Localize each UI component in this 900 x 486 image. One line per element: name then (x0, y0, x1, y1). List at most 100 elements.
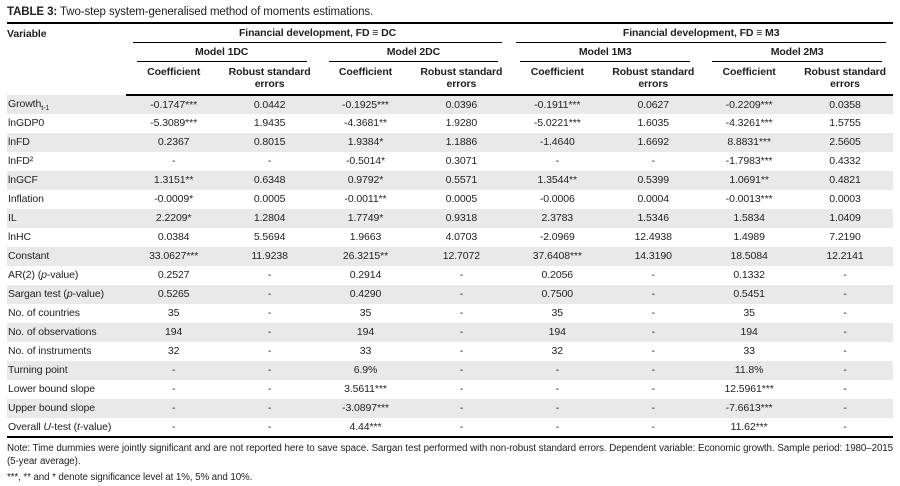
value-cell: - (459, 345, 464, 357)
estimations-table: Variable Financial development, FD ≡ DC … (7, 22, 893, 438)
subheader-coefficient: Coefficient (125, 62, 222, 96)
value-cell: 1.2804 (253, 212, 286, 224)
subheader-robust-se: Robust standard errors (413, 62, 510, 96)
value-cell: - (171, 420, 176, 433)
table-row: Upper bound slope - - -3.0897*** - - - -7.6613*… (7, 399, 893, 418)
value-cell: -2.0969 (539, 231, 575, 243)
value-cell: 4.0703 (445, 231, 478, 243)
value-cell: 0.2367 (157, 136, 190, 148)
value-cell: - (459, 269, 464, 281)
value-cell: 0.5571 (445, 174, 478, 186)
subheader-robust-se: Robust standard errors (221, 62, 318, 96)
table-row: Constant 33.0627*** 11.9238 26.3215** 12.707… (7, 247, 893, 266)
value-cell: 0.9792* (347, 174, 384, 186)
value-cell: - (651, 364, 656, 376)
table-row: No. of countries 35 - 35 - 35 - 35 - (7, 304, 893, 323)
value-cell: 2.3783 (541, 212, 574, 224)
value-cell: 32 (551, 345, 564, 357)
value-cell: - (267, 326, 272, 338)
value-cell: - (843, 326, 847, 338)
value-cell: 194 (165, 326, 183, 338)
group-header-dc-label: Financial development, FD ≡ DC (132, 27, 503, 43)
value-cell: - (843, 269, 847, 281)
variable-cell: Growtht-1 (8, 98, 50, 113)
value-cell: -0.1747*** (150, 98, 198, 111)
table-row: Inflation -0.0009* 0.0005 -0.0011** 0.0005 -0… (7, 190, 893, 209)
subheader-robust-se: Robust standard errors (605, 62, 702, 96)
value-cell: - (459, 383, 464, 395)
value-cell: 32 (167, 345, 180, 357)
value-cell: 0.0384 (157, 231, 190, 243)
value-cell: 0.0627 (637, 98, 669, 111)
value-cell: - (267, 420, 272, 433)
subheader-robust-se: Robust standard errors (797, 62, 893, 96)
value-cell: 0.4290 (349, 288, 382, 300)
value-cell: - (459, 364, 464, 376)
value-cell: 194 (548, 326, 566, 338)
value-cell: 0.5399 (637, 174, 669, 186)
table-row: IL 2.2209* 1.2804 1.7749* 0.9318 2.3783 1.5346… (7, 209, 893, 228)
value-cell: 0.3071 (445, 155, 478, 167)
value-cell: 0.9318 (445, 212, 478, 224)
value-cell: 0.4821 (829, 174, 861, 186)
table-row: Sargan test (p-value) 0.5265 - 0.4290 - 0.750… (7, 285, 893, 304)
value-cell: 33.0627*** (149, 250, 199, 262)
value-cell: 194 (356, 326, 375, 338)
variable-cell: Upper bound slope (8, 402, 96, 414)
value-cell: 2.5605 (829, 136, 861, 148)
value-cell: 7.2190 (829, 231, 861, 243)
value-cell: - (171, 364, 176, 376)
value-cell: 12.5961*** (724, 383, 774, 395)
value-cell: - (651, 326, 656, 338)
value-cell: 1.9384* (347, 136, 384, 148)
value-cell: - (843, 307, 847, 319)
table-row: Lower bound slope - - 3.5611*** - - - 12.5961**… (7, 380, 893, 399)
value-cell: - (651, 269, 656, 281)
value-cell: 1.7749* (347, 212, 384, 224)
variable-cell: Lower bound slope (8, 383, 96, 395)
value-cell: 1.5346 (637, 212, 669, 224)
value-cell: - (267, 383, 272, 395)
variable-cell: Sargan test (p-value) (8, 288, 104, 300)
value-cell: - (171, 383, 176, 395)
value-cell: 0.6348 (253, 174, 286, 186)
value-cell: 11.8% (734, 364, 764, 376)
value-cell: -1.4640 (539, 136, 575, 148)
value-cell: - (555, 364, 560, 376)
value-cell: 6.9% (353, 364, 378, 376)
variable-cell: No. of instruments (8, 345, 92, 357)
table-row: Overall U-test (t-value) - - 4.44*** - - - 11.6… (7, 418, 893, 437)
table-row: lnFD 0.2367 0.8015 1.9384* 1.1886 -1.4640 1.66… (7, 133, 893, 152)
value-cell: 26.3215** (342, 250, 389, 262)
value-cell: 4.44*** (349, 420, 382, 433)
value-cell: - (651, 402, 656, 414)
value-cell: 0.7500 (541, 288, 574, 300)
value-cell: 5.5694 (253, 231, 286, 243)
value-cell: -5.3089*** (150, 117, 198, 129)
value-cell: 0.2527 (157, 269, 190, 281)
value-cell: 12.4938 (634, 231, 672, 243)
value-cell: -7.6613*** (725, 402, 773, 414)
value-cell: 0.0005 (445, 193, 478, 205)
model-header-1dc: Model 1DC (126, 43, 318, 62)
value-cell: 12.7072 (442, 250, 481, 262)
value-cell: - (651, 288, 656, 300)
value-cell: - (843, 364, 847, 376)
value-cell: 1.6692 (637, 136, 669, 148)
value-cell: 14.3190 (634, 250, 672, 262)
value-cell: - (171, 402, 176, 414)
value-cell: 33 (743, 345, 755, 357)
value-cell: -0.2209*** (725, 98, 773, 111)
value-cell: 18.5084 (730, 250, 768, 262)
model-header-2dc-label: Model 2DC (328, 43, 499, 62)
value-cell: 1.4989 (733, 231, 765, 243)
value-cell: -4.3681** (344, 117, 387, 129)
variable-cell: Turning point (8, 364, 68, 376)
value-cell: - (651, 307, 656, 319)
value-cell: - (459, 288, 464, 300)
value-cell: 0.5265 (157, 288, 190, 300)
value-cell: -1.7983*** (725, 155, 773, 167)
value-cell: 11.62*** (730, 420, 768, 433)
value-cell: 0.0004 (637, 193, 669, 205)
